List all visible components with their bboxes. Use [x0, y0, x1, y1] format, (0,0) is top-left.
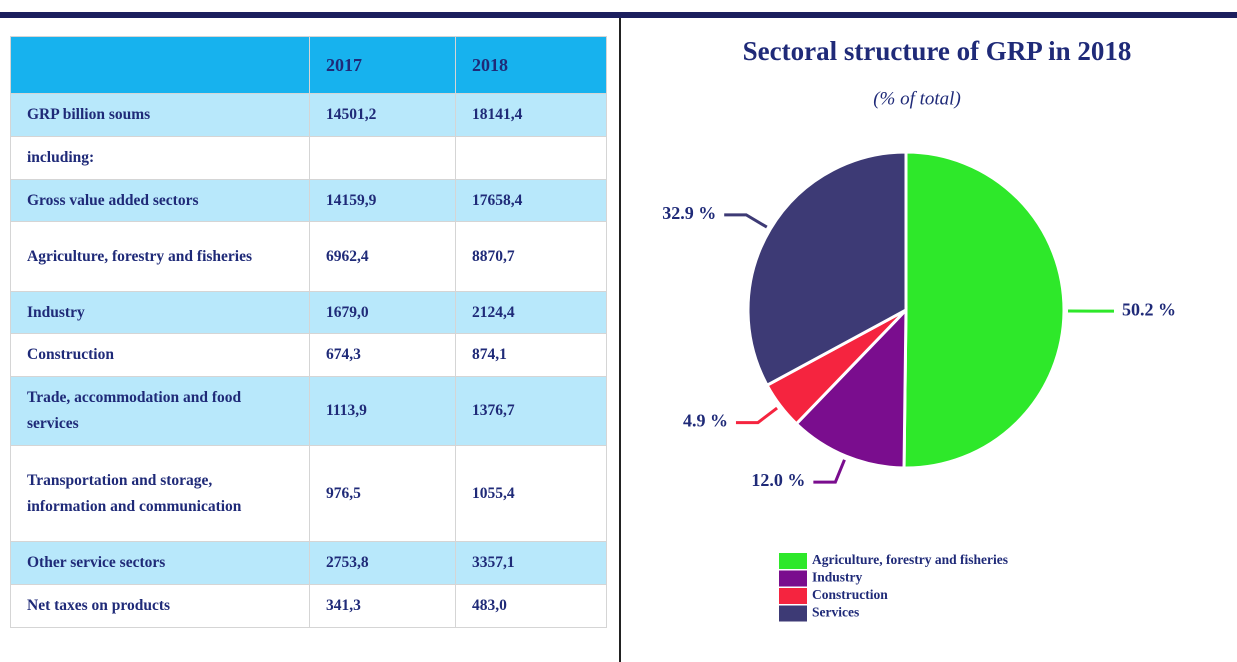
- top-bar: [0, 12, 1237, 18]
- chart-subtitle: (% of total): [873, 88, 961, 109]
- chart: Sectoral structure of GRP in 2018 (% of …: [662, 36, 1176, 622]
- table-cell: Industry: [10, 291, 310, 334]
- table-cell: 8870,7: [455, 221, 607, 292]
- table-row: GRP billion soums 14501,2 18141,4: [10, 93, 607, 137]
- header-cell: 2018: [455, 36, 607, 94]
- table-cell: 341,3: [309, 584, 456, 628]
- data-label: 12.0 %: [751, 470, 805, 490]
- legend-label: Services: [812, 605, 859, 620]
- table-cell: 1679,0: [309, 291, 456, 334]
- table-cell: including:: [10, 136, 310, 180]
- table-cell: Gross value added sectors: [10, 179, 310, 222]
- table-cell: Trade, accommodation and food services: [10, 376, 310, 446]
- legend-swatch: [779, 605, 807, 622]
- data-label: 4.9 %: [683, 411, 728, 431]
- table-cell: Net taxes on products: [10, 584, 310, 628]
- table-cell: 2753,8: [309, 541, 456, 585]
- table-row: Net taxes on products 341,3 483,0: [10, 584, 607, 628]
- table-cell: [455, 136, 607, 180]
- table-cell: 1113,9: [309, 376, 456, 446]
- table-cell: Other service sectors: [10, 541, 310, 585]
- data-table: 2017 2018 GRP billion soums 14501,2 18141,…: [10, 36, 607, 628]
- legend-label: Industry: [812, 570, 863, 585]
- data-label: 50.2 %: [1122, 299, 1176, 319]
- legend-label: Construction: [812, 587, 888, 602]
- data-label: 32.9 %: [662, 203, 716, 223]
- header-cell: 2017: [309, 36, 456, 94]
- table-row: Transportation and storage, information …: [10, 445, 607, 542]
- table-cell: 18141,4: [455, 93, 607, 137]
- table-cell: 1376,7: [455, 376, 607, 446]
- table-cell: Construction: [10, 333, 310, 377]
- divider: [619, 18, 621, 662]
- table-cell: GRP billion soums: [10, 93, 310, 137]
- table-cell: 6962,4: [309, 221, 456, 292]
- table-row: Trade, accommodation and food services 11…: [10, 376, 607, 446]
- table-cell: 14159,9: [309, 179, 456, 222]
- table-cell: [309, 136, 456, 180]
- table-cell: 2124,4: [455, 291, 607, 334]
- table-cell: 874,1: [455, 333, 607, 377]
- legend-swatch: [779, 588, 807, 604]
- legend-label: Agriculture, forestry and fisheries: [812, 552, 1008, 567]
- leader-line: [724, 213, 768, 229]
- table-row: including:: [10, 136, 607, 180]
- table-row: Industry 1679,0 2124,4: [10, 291, 607, 334]
- table-row: Other service sectors 2753,8 3357,1: [10, 541, 607, 585]
- table-cell: Transportation and storage, information …: [10, 445, 310, 542]
- table-row: Construction 674,3 874,1: [10, 333, 607, 377]
- table-row: Gross value added sectors 14159,9 17658,4: [10, 179, 607, 222]
- pie-slice: [902, 150, 1066, 470]
- legend-swatch: [779, 553, 807, 569]
- table-cell: 976,5: [309, 445, 456, 542]
- pie-slice: [794, 306, 908, 470]
- header-cell: [10, 36, 310, 94]
- table-cell: 14501,2: [309, 93, 456, 137]
- table-cell: 17658,4: [455, 179, 607, 222]
- chart-title: Sectoral structure of GRP in 2018: [743, 36, 1132, 66]
- table-cell: 1055,4: [455, 445, 607, 542]
- leader-line: [735, 406, 778, 425]
- table-cell: 3357,1: [455, 541, 607, 585]
- table-cell: 483,0: [455, 584, 607, 628]
- legend-swatch: [779, 570, 807, 587]
- table-cell: Agriculture, forestry and fisheries: [10, 221, 310, 292]
- table-cell: 674,3: [309, 333, 456, 377]
- table-row: Agriculture, forestry and fisheries 6962,…: [10, 221, 607, 292]
- leader-line: [813, 459, 846, 484]
- pie-slice: [746, 150, 908, 388]
- header-row: 2017 2018: [10, 36, 607, 94]
